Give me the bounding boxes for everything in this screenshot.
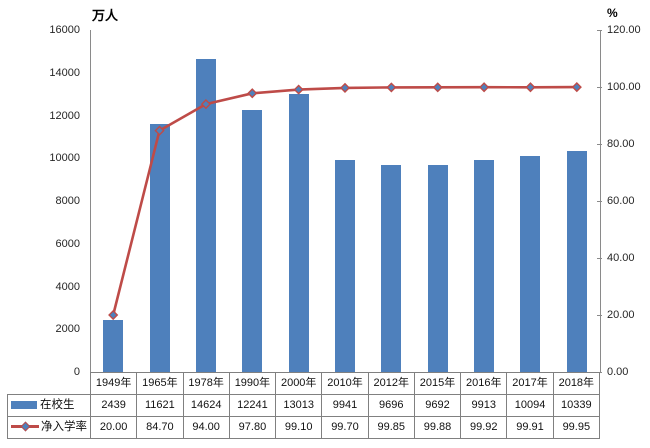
value-cell: 20.00 bbox=[89, 416, 138, 439]
value-cell: 9941 bbox=[321, 394, 369, 417]
value-cell: 99.70 bbox=[321, 416, 369, 439]
year-cell: 1965年 bbox=[136, 372, 184, 395]
bar bbox=[381, 164, 402, 372]
diamond-marker bbox=[432, 82, 443, 93]
value-cell: 99.10 bbox=[275, 416, 323, 439]
value-cell: 9696 bbox=[367, 394, 415, 417]
year-cell: 1978年 bbox=[182, 372, 230, 395]
right-axis-tick-label: 60.00 bbox=[607, 195, 635, 207]
diamond-marker bbox=[108, 309, 119, 321]
line-series bbox=[108, 82, 582, 321]
diamond-marker bbox=[247, 88, 258, 99]
right-axis-tick-mark bbox=[597, 201, 602, 202]
right-axis-tick-label: 20.00 bbox=[607, 309, 635, 321]
bar bbox=[335, 159, 355, 372]
right-axis-tick-label: 100.00 bbox=[607, 81, 641, 93]
diamond-marker bbox=[293, 84, 304, 95]
left-axis-tick-label: 2000 bbox=[55, 323, 80, 336]
diamond-marker bbox=[525, 82, 536, 93]
right-axis-tick-label: 40.00 bbox=[607, 252, 635, 264]
value-cell: 94.00 bbox=[182, 416, 230, 439]
value-cell: 97.80 bbox=[228, 416, 277, 439]
right-axis-tick-mark bbox=[597, 87, 602, 88]
right-axis-tick-mark bbox=[597, 30, 602, 31]
year-cell: 2018年 bbox=[552, 372, 601, 395]
value-cell: 14624 bbox=[182, 394, 230, 417]
left-axis-line bbox=[90, 30, 91, 372]
diamond-marker bbox=[479, 82, 490, 93]
right-axis-title: % bbox=[607, 6, 618, 20]
bar bbox=[103, 319, 124, 372]
bar bbox=[520, 156, 541, 372]
value-cell: 99.88 bbox=[413, 416, 462, 439]
table-corner-blank bbox=[8, 373, 91, 395]
bar bbox=[195, 59, 216, 372]
year-cell: 2017年 bbox=[506, 372, 554, 395]
year-cell: 2015年 bbox=[413, 372, 462, 395]
diamond-marker bbox=[571, 82, 582, 93]
table-series-row: 净入学率 20.00 84.70 94.00 97.80 99.10 99.70 99.85 9… bbox=[7, 416, 601, 439]
year-cell: 1990年 bbox=[228, 372, 277, 395]
right-axis-tick-mark bbox=[597, 144, 602, 145]
left-axis-title: 万人 bbox=[92, 8, 119, 23]
left-axis-tick-label: 0 bbox=[73, 366, 80, 378]
diamond-marker bbox=[339, 82, 351, 93]
value-cell: 2439 bbox=[89, 394, 138, 417]
year-cell: 2012年 bbox=[367, 372, 415, 395]
line-legend-diamond bbox=[20, 422, 31, 432]
left-axis-tick-label: 16000 bbox=[49, 24, 80, 36]
left-axis-tick-label: 14000 bbox=[49, 66, 80, 79]
bar-legend-icon bbox=[11, 400, 37, 409]
left-axis-tick-label: 6000 bbox=[55, 237, 80, 250]
value-cell: 10339 bbox=[552, 394, 601, 417]
left-axis-tick-label: 4000 bbox=[55, 280, 80, 293]
value-cell: 84.70 bbox=[136, 416, 184, 439]
bar bbox=[427, 164, 448, 372]
value-cell: 13013 bbox=[275, 394, 323, 417]
year-cell: 2000年 bbox=[275, 372, 323, 395]
bar bbox=[474, 160, 495, 372]
data-table-grid: 1949年 1965年 1978年 1990年 2000年 2010年 2012年 2015年… bbox=[7, 372, 601, 439]
bar bbox=[149, 123, 170, 372]
plot-area bbox=[90, 30, 600, 372]
series-legend-cell: 净入学率 bbox=[7, 416, 91, 439]
left-axis-tick-label: 8000 bbox=[55, 195, 80, 207]
series-legend-cell: 在校生 bbox=[7, 394, 91, 417]
value-cell: 10094 bbox=[506, 394, 554, 417]
bar bbox=[566, 151, 587, 372]
left-axis-tick-label: 10000 bbox=[49, 152, 80, 165]
value-cell: 99.91 bbox=[506, 416, 554, 439]
right-axis-tick-label: 80.00 bbox=[607, 138, 635, 150]
value-cell: 11621 bbox=[136, 394, 184, 417]
series-name: 净入学率 bbox=[41, 421, 87, 433]
value-cell: 99.85 bbox=[367, 416, 415, 439]
right-axis-tick-mark bbox=[597, 372, 602, 373]
table-series-row: 在校生 2439 11621 14624 12241 13013 9941 9696 9692 9… bbox=[7, 394, 601, 417]
right-axis-tick-label: 0.00 bbox=[607, 366, 629, 378]
data-table: 1949年 1965年 1978年 1990年 2000年 2010年 2012年 2015年… bbox=[7, 372, 601, 439]
value-cell: 9692 bbox=[413, 394, 462, 417]
value-cell: 99.92 bbox=[460, 416, 508, 439]
bar bbox=[242, 110, 263, 372]
year-cell: 2016年 bbox=[460, 372, 508, 395]
bar bbox=[288, 93, 309, 372]
value-cell: 99.95 bbox=[552, 416, 601, 439]
line-legend-icon bbox=[11, 421, 39, 432]
value-cell: 9913 bbox=[460, 394, 508, 417]
diamond-marker bbox=[154, 125, 165, 136]
table-year-row: 1949年 1965年 1978年 1990年 2000年 2010年 2012年 2015年… bbox=[8, 372, 601, 395]
diamond-marker bbox=[386, 82, 397, 93]
diamond-marker bbox=[200, 99, 211, 110]
value-cell: 12241 bbox=[228, 394, 277, 417]
right-axis-tick-mark bbox=[597, 258, 602, 259]
right-axis-tick-label: 120.00 bbox=[607, 24, 641, 36]
right-axis-tick-mark bbox=[597, 315, 602, 316]
series-name: 在校生 bbox=[40, 399, 75, 411]
line-path bbox=[111, 85, 577, 316]
year-cell: 1949年 bbox=[89, 372, 138, 395]
left-axis-tick-label: 12000 bbox=[49, 109, 80, 122]
year-cell: 2010年 bbox=[321, 372, 369, 395]
